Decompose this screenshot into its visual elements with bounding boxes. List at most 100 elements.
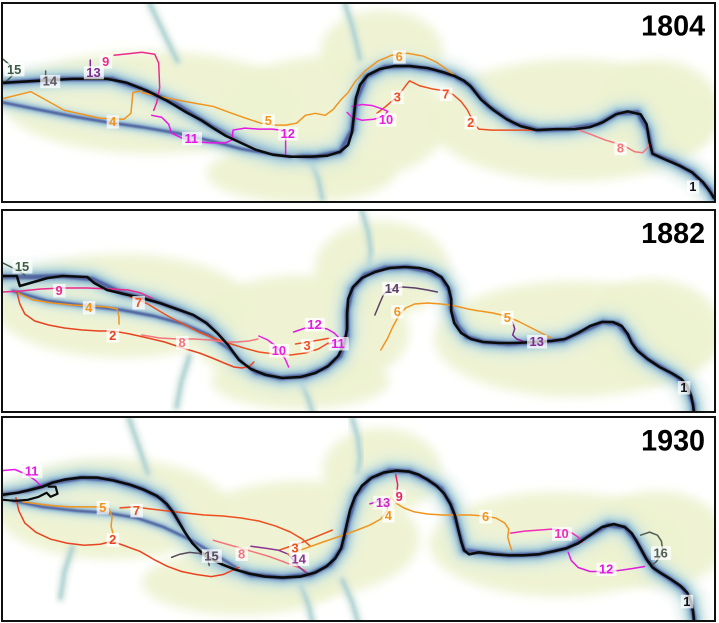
channel-label-box [176, 336, 189, 350]
channel-label-11: 11 [25, 463, 39, 478]
channel-label-box [99, 55, 113, 69]
floodplain-area [583, 279, 714, 383]
map-panel-1930: 11 5 7 2 15 8 3 14 13 9 4 6 10 12 16 1 1930 [1, 416, 716, 622]
channel-label-10: 10 [379, 112, 393, 127]
main-channel-line [3, 265, 696, 411]
channel-label-5: 5 [265, 113, 272, 128]
tributary-core [350, 418, 362, 475]
channel-label-14: 14 [43, 74, 58, 89]
channel-label-box [22, 464, 43, 479]
channel-label-9: 9 [102, 54, 109, 69]
main-channel-line [3, 64, 714, 200]
channel-label-4: 4 [385, 508, 393, 523]
channel-label-2: 2 [109, 532, 116, 547]
tributary-core [127, 418, 150, 476]
channel-label-1: 1 [680, 380, 687, 395]
channel-label-box [393, 489, 406, 504]
channel-label-box [680, 594, 694, 609]
channel-line-9 [3, 287, 153, 299]
channel-label-13: 13 [376, 495, 390, 510]
channel-label-box [328, 337, 349, 351]
channel-label-box [130, 503, 143, 518]
channel-label-4: 4 [85, 300, 93, 315]
channel-label-box [382, 508, 395, 523]
channel-label-15: 15 [7, 62, 21, 77]
channel-line-2 [16, 291, 255, 369]
channel-label-box [96, 500, 110, 515]
channel-label-box [527, 335, 548, 349]
channel-label-box [106, 115, 120, 129]
channel-line-8 [141, 334, 259, 343]
channel-label-box [376, 113, 397, 127]
channel-label-box [106, 533, 120, 547]
channel-label-7: 7 [133, 503, 140, 518]
channel-label-box [614, 141, 627, 156]
channel-label-box [677, 381, 691, 395]
channel-label-7: 7 [135, 295, 142, 310]
tributary-core [148, 4, 180, 63]
channel-label-10: 10 [272, 343, 286, 358]
river-band-core [11, 289, 245, 365]
channel-line-7 [129, 296, 329, 356]
channel-label-box [551, 527, 572, 541]
channel-label-8: 8 [617, 141, 624, 156]
channel-label-box [181, 132, 203, 146]
map-panel-1882: 15 9 4 7 2 8 12 3 11 10 14 6 5 13 1 1882 [1, 209, 716, 413]
channel-label-box [289, 541, 302, 555]
year-label-1930: 1930 [641, 425, 705, 457]
channel-label-7: 7 [442, 87, 449, 102]
channel-label-box [391, 90, 404, 104]
channel-label-14: 14 [385, 281, 400, 296]
channel-label-8: 8 [238, 546, 245, 561]
channel-label-16: 16 [654, 545, 668, 560]
river-band-core [3, 101, 292, 159]
channel-label-9: 9 [56, 283, 63, 298]
channel-label-11: 11 [184, 131, 198, 146]
channel-label-box [501, 311, 514, 325]
channel-label-6: 6 [396, 49, 403, 64]
channel-label-11: 11 [331, 336, 345, 351]
tributary-core [340, 578, 359, 620]
channel-label-12: 12 [599, 561, 613, 576]
channel-label-1: 1 [683, 594, 690, 609]
channel-line-5-6 [141, 52, 456, 126]
main-channel-line [3, 469, 696, 620]
channel-label-box [201, 549, 222, 563]
channel-line-13 [511, 321, 524, 342]
tributary-core [343, 4, 362, 61]
channel-label-box [382, 282, 403, 296]
channel-line-2 [15, 497, 240, 578]
channel-label-15: 15 [204, 548, 218, 563]
channel-label-12: 12 [281, 126, 295, 141]
channel-label-15: 15 [15, 259, 29, 274]
channel-label-5: 5 [504, 310, 511, 325]
channel-line-5 [479, 310, 553, 339]
tributary-core [299, 583, 314, 620]
channel-label-box [262, 114, 275, 128]
channel-label-box [479, 509, 492, 524]
channel-label-box [235, 547, 249, 561]
channel-label-box [269, 344, 290, 358]
channel-line-9 [113, 51, 161, 112]
channel-line-4-6 [286, 496, 513, 556]
river-map-svg-1804: 15 14 139 4 11 5 12 6 310 7 2 8 1 1804 [3, 4, 714, 201]
channel-label-2: 2 [467, 115, 474, 130]
channel-line-7 [119, 506, 312, 548]
channel-line-3 [277, 529, 333, 552]
channel-label-box [373, 495, 394, 510]
channel-label-box [304, 318, 325, 332]
year-label-1804: 1804 [641, 11, 705, 43]
channel-label-8: 8 [179, 335, 186, 350]
channel-label-2: 2 [109, 328, 116, 343]
channel-label-box [40, 74, 61, 89]
channel-label-13: 13 [530, 334, 544, 349]
channel-label-10: 10 [554, 526, 568, 541]
channel-label-box [4, 63, 25, 77]
channel-label-6: 6 [482, 509, 489, 524]
channel-label-6: 6 [394, 304, 401, 319]
channel-label-box [106, 329, 120, 343]
main-channel-line [3, 485, 59, 502]
channel-label-4: 4 [109, 114, 117, 129]
